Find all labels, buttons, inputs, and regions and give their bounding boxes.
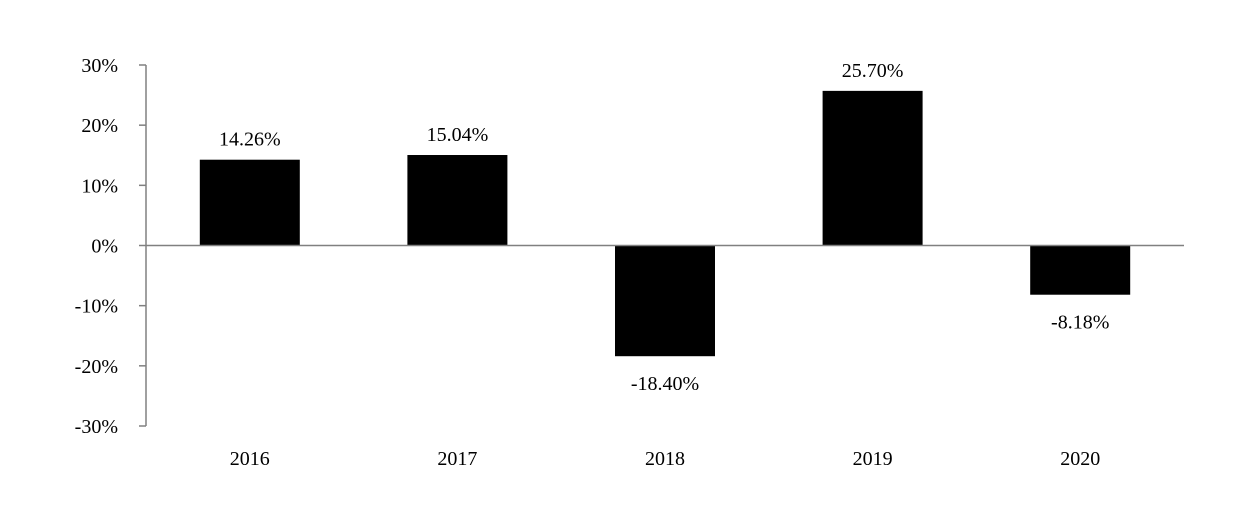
y-tick-label: 30% xyxy=(81,55,118,77)
data-label-2016: 14.26% xyxy=(219,129,281,151)
y-tick-label: 0% xyxy=(91,236,118,258)
data-label-2017: 15.04% xyxy=(427,124,489,146)
data-label-2018: -18.40% xyxy=(631,373,699,395)
bar-2018 xyxy=(615,245,715,357)
x-category-label: 2020 xyxy=(1060,448,1100,470)
x-category-label: 2017 xyxy=(437,448,477,470)
bar-2019 xyxy=(822,90,923,246)
data-label-2019: 25.70% xyxy=(842,60,904,82)
bar-2016 xyxy=(199,159,300,246)
y-tick-label: -10% xyxy=(75,296,118,318)
x-category-label: 2019 xyxy=(853,448,893,470)
y-tick-label: 20% xyxy=(81,115,118,137)
y-tick-label: 10% xyxy=(81,175,118,197)
x-category-label: 2016 xyxy=(230,448,270,470)
data-label-2020: -8.18% xyxy=(1051,312,1109,334)
y-tick-label: -30% xyxy=(75,416,118,438)
x-category-label: 2018 xyxy=(645,448,685,470)
bar-2017 xyxy=(407,155,508,246)
bar-2020 xyxy=(1030,245,1131,295)
y-tick-label: -20% xyxy=(75,356,118,378)
